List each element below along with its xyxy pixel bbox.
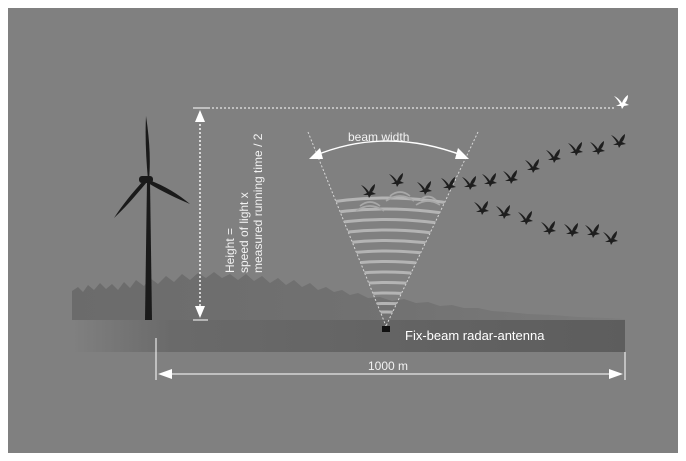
beam-width-label: beam width xyxy=(348,130,409,144)
bird-icon xyxy=(417,181,432,195)
wind-turbine-icon xyxy=(114,116,190,320)
radar-diagram: Height = speed of light x measured runni… xyxy=(72,95,629,380)
tree-silhouette xyxy=(72,272,625,320)
bird-icon xyxy=(525,159,540,173)
distance-dimension: 1000 m xyxy=(155,338,626,380)
bird-icon xyxy=(541,221,556,235)
bird-icon xyxy=(611,134,626,148)
bird-icon xyxy=(482,173,497,187)
bird-icon xyxy=(585,224,600,238)
bird-icon xyxy=(518,211,533,225)
antenna-label: Fix-beam radar-antenna xyxy=(405,328,545,343)
bird-flock-lower xyxy=(474,201,618,245)
bird-icon xyxy=(590,141,605,155)
height-formula-line1: Height = xyxy=(223,228,237,273)
bird-icon xyxy=(546,149,561,163)
bird-icon xyxy=(603,231,618,245)
bird-icon xyxy=(564,223,579,237)
bird-icon xyxy=(496,205,511,219)
bird-icon xyxy=(568,142,583,156)
height-dimension: Height = speed of light x measured runni… xyxy=(193,107,614,321)
radar-antenna-icon xyxy=(382,326,390,332)
diagram-canvas: Height = speed of light x measured runni… xyxy=(8,8,678,453)
distance-label: 1000 m xyxy=(368,359,408,373)
bird-icon xyxy=(361,184,376,198)
bird-icon xyxy=(462,176,477,190)
height-formula-line3: measured running time / 2 xyxy=(251,133,265,273)
bird-icon xyxy=(503,170,518,184)
height-formula-line2: speed of light x xyxy=(237,192,251,273)
bird-icon xyxy=(474,201,489,215)
bird-icon xyxy=(389,173,404,187)
bird-icon xyxy=(614,95,629,109)
ground-band xyxy=(72,320,625,352)
